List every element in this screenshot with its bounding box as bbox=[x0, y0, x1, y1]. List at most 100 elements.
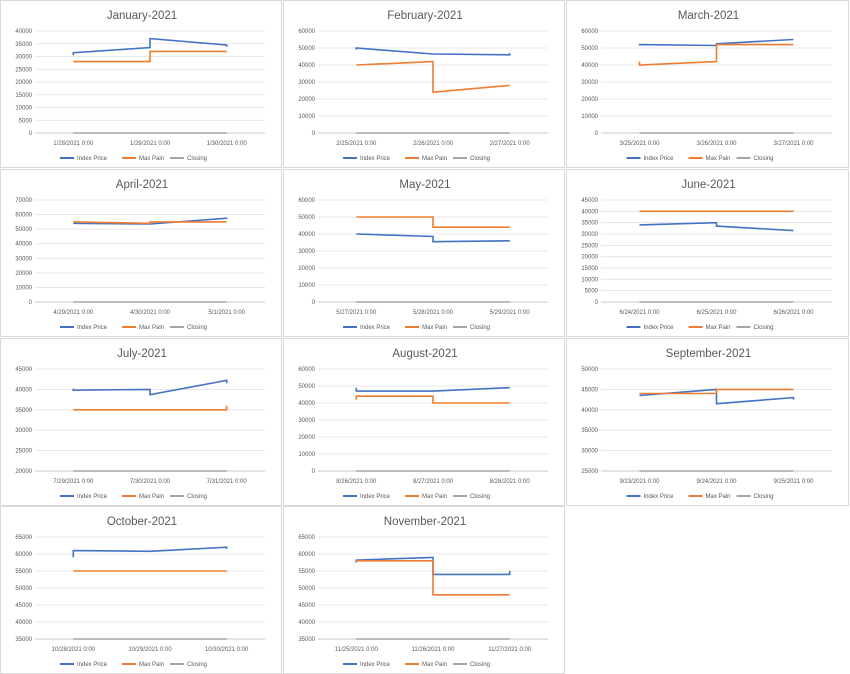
y-tick-label: 60000 bbox=[298, 29, 315, 35]
chart-svg: February-2021 0 10000 20000 30000 40000 50000 6… bbox=[298, 10, 548, 162]
legend-label: Index Price bbox=[644, 156, 675, 162]
legend-label: Max Pain bbox=[422, 325, 447, 331]
y-tick-label: 45000 bbox=[15, 603, 32, 609]
x-tick-label: 4/29/2021 0:00 bbox=[53, 310, 94, 316]
x-tick-label: 11/25/2021 0:00 bbox=[335, 647, 379, 653]
y-tick-label: 50000 bbox=[15, 227, 32, 233]
chart-panel-january: January-2021 0 5000 10000 15000 20000 25000 300… bbox=[0, 0, 282, 168]
legend-label: Max Pain bbox=[422, 494, 447, 500]
y-tick-label: 45000 bbox=[581, 387, 598, 393]
series-line-index-price bbox=[72, 379, 228, 396]
y-tick-label: 0 bbox=[312, 300, 316, 306]
series-line-max-pain bbox=[639, 388, 794, 395]
x-tick-label: 6/25/2021 0:00 bbox=[696, 310, 737, 316]
x-tick-label: 7/29/2021 0:00 bbox=[53, 479, 94, 485]
y-tick-label: 10000 bbox=[298, 114, 315, 120]
y-tick-label: 40000 bbox=[298, 63, 315, 69]
series-line-max-pain bbox=[73, 221, 227, 225]
legend-label: Index Price bbox=[360, 156, 391, 162]
series-line-index-price bbox=[639, 388, 795, 405]
y-tick-label: 50000 bbox=[15, 586, 32, 592]
chart-title: September-2021 bbox=[666, 348, 752, 360]
series-line-max-pain bbox=[356, 216, 510, 229]
legend-label: Index Price bbox=[360, 662, 391, 668]
y-tick-label: 35000 bbox=[15, 42, 32, 48]
legend-label: Closing bbox=[754, 156, 774, 162]
chart-title: March-2021 bbox=[678, 10, 739, 22]
series-line-max-pain bbox=[73, 50, 227, 63]
y-tick-label: 0 bbox=[29, 300, 33, 306]
legend-label: Closing bbox=[187, 662, 207, 668]
x-tick-label: 11/26/2021 0:00 bbox=[412, 647, 456, 653]
y-tick-label: 0 bbox=[595, 131, 599, 137]
y-tick-label: 40000 bbox=[298, 232, 315, 238]
legend-label: Max Pain bbox=[422, 662, 447, 668]
y-tick-label: 30000 bbox=[15, 428, 32, 434]
chart-panel-august: August-2021 0 10000 20000 30000 40000 50000 600… bbox=[283, 338, 565, 506]
y-tick-label: 0 bbox=[29, 131, 33, 137]
x-tick-label: 5/27/2021 0:00 bbox=[336, 310, 377, 316]
legend-label: Index Price bbox=[77, 156, 108, 162]
y-tick-label: 20000 bbox=[581, 97, 598, 103]
series-line-max-pain bbox=[355, 395, 510, 404]
chart-title: November-2021 bbox=[384, 516, 466, 528]
x-tick-label: 3/25/2021 0:00 bbox=[619, 141, 660, 147]
y-tick-label: 60000 bbox=[15, 213, 32, 219]
x-tick-label: 5/1/2021 0:00 bbox=[208, 310, 245, 316]
chart-svg: April-2021 0 10000 20000 30000 40000 50000 6000… bbox=[15, 179, 265, 331]
y-tick-label: 45000 bbox=[15, 367, 32, 373]
chart-svg: August-2021 0 10000 20000 30000 40000 50000 600… bbox=[298, 348, 548, 500]
y-tick-label: 30000 bbox=[581, 232, 598, 238]
x-tick-label: 8/27/2021 0:00 bbox=[413, 479, 454, 485]
chart-svg: March-2021 0 10000 20000 30000 40000 50000 6000… bbox=[581, 10, 832, 162]
legend-label: Max Pain bbox=[139, 156, 164, 162]
y-tick-label: 40000 bbox=[15, 242, 32, 248]
y-tick-label: 20000 bbox=[581, 255, 598, 261]
y-tick-label: 60000 bbox=[298, 198, 315, 204]
series-line-max-pain bbox=[638, 43, 794, 66]
chart-title: May-2021 bbox=[399, 179, 450, 191]
chart-panel-october: October-2021 35000 40000 45000 50000 55000 600… bbox=[0, 506, 282, 674]
y-tick-label: 70000 bbox=[15, 198, 32, 204]
chart-svg: September-2021 25000 30000 35000 40000 45000 5… bbox=[581, 348, 832, 500]
legend-label: Index Price bbox=[77, 325, 108, 331]
y-tick-label: 35000 bbox=[15, 637, 32, 643]
y-tick-label: 35000 bbox=[581, 428, 598, 434]
y-tick-label: 35000 bbox=[298, 637, 315, 643]
y-tick-label: 30000 bbox=[15, 55, 32, 61]
legend-label: Closing bbox=[754, 494, 774, 500]
y-tick-label: 10000 bbox=[15, 285, 32, 291]
y-tick-label: 55000 bbox=[298, 569, 315, 575]
y-tick-label: 40000 bbox=[298, 620, 315, 626]
chart-panel-march: March-2021 0 10000 20000 30000 40000 50000 6000… bbox=[566, 0, 849, 168]
y-tick-label: 10000 bbox=[298, 283, 315, 289]
y-tick-label: 0 bbox=[595, 300, 599, 306]
y-tick-label: 15000 bbox=[15, 93, 32, 99]
chart-title: October-2021 bbox=[107, 516, 177, 528]
chart-title: January-2021 bbox=[107, 10, 177, 22]
y-tick-label: 30000 bbox=[581, 449, 598, 455]
chart-panel-june: June-2021 0 5000 10000 15000 20000 25000 30000 3… bbox=[566, 169, 849, 337]
y-tick-label: 60000 bbox=[15, 552, 32, 558]
legend-label: Max Pain bbox=[706, 156, 731, 162]
legend-label: Index Price bbox=[360, 494, 391, 500]
legend-label: Index Price bbox=[77, 494, 108, 500]
legend-label: Closing bbox=[187, 156, 207, 162]
series-line-max-pain bbox=[356, 60, 510, 94]
y-tick-label: 50000 bbox=[298, 384, 315, 390]
chart-svg: June-2021 0 5000 10000 15000 20000 25000 30000 3… bbox=[581, 179, 832, 331]
chart-title: July-2021 bbox=[117, 348, 167, 360]
y-tick-label: 5000 bbox=[585, 289, 599, 295]
x-tick-label: 8/28/2021 0:00 bbox=[490, 479, 531, 485]
y-tick-label: 25000 bbox=[15, 449, 32, 455]
y-tick-label: 60000 bbox=[581, 29, 598, 35]
legend-label: Max Pain bbox=[139, 662, 164, 668]
y-tick-label: 5000 bbox=[19, 118, 33, 124]
y-tick-label: 60000 bbox=[298, 367, 315, 373]
chart-svg: May-2021 0 10000 20000 30000 40000 50000 60000 5… bbox=[298, 179, 548, 331]
legend-label: Max Pain bbox=[706, 325, 731, 331]
legend-label: Index Price bbox=[360, 325, 391, 331]
x-tick-label: 7/31/2021 0:00 bbox=[207, 479, 248, 485]
y-tick-label: 40000 bbox=[15, 29, 32, 35]
series-line-max-pain bbox=[73, 405, 228, 411]
